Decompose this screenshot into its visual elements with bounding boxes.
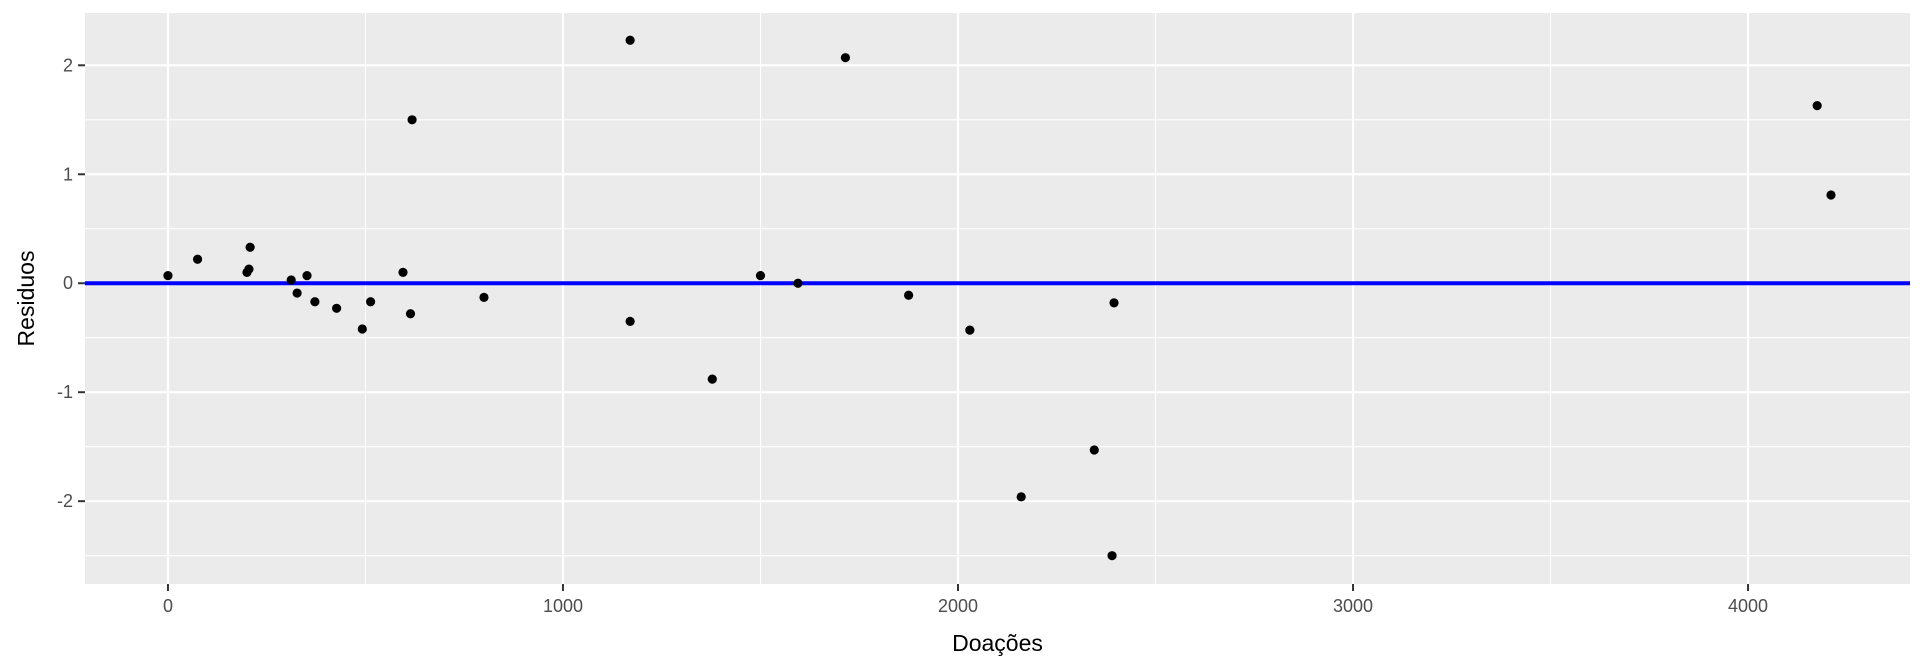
minor-gridlines (85, 13, 1910, 584)
data-point (398, 267, 408, 277)
y-tick-labels: -2 -1 0 1 2 (57, 55, 73, 511)
data-point (1109, 298, 1119, 308)
x-axis-title: Doações (952, 630, 1043, 656)
data-point (479, 292, 489, 303)
data-point (1107, 551, 1117, 561)
y-tick-label: -2 (57, 491, 73, 511)
x-tick-labels: 0 1000 2000 3000 4000 (163, 596, 1768, 616)
x-tick-label: 1000 (543, 596, 583, 616)
data-points (163, 35, 1836, 561)
x-tick-label: 4000 (1728, 596, 1768, 616)
x-tick-label: 2000 (938, 596, 978, 616)
y-tick-label: 1 (63, 164, 73, 184)
y-tick-label: 2 (63, 55, 73, 75)
data-point (163, 271, 173, 281)
data-point (1016, 492, 1026, 502)
x-tick-label: 3000 (1333, 596, 1373, 616)
data-point (1812, 101, 1822, 111)
data-point (793, 278, 803, 288)
axis-ticks (78, 64, 1750, 591)
data-point (332, 303, 342, 313)
data-point (1089, 445, 1099, 455)
data-point (840, 53, 851, 63)
data-point (904, 290, 914, 300)
data-point (310, 297, 320, 307)
data-point (625, 316, 635, 326)
plot-panel (85, 13, 1910, 584)
data-point (405, 309, 416, 319)
data-point (292, 288, 302, 298)
data-point (245, 242, 255, 252)
y-axis-title: Residuos (13, 251, 39, 347)
data-point (707, 374, 717, 384)
data-point (366, 297, 376, 307)
y-tick-label: -1 (57, 382, 73, 402)
data-point (965, 325, 975, 335)
y-tick-label: 0 (63, 273, 73, 293)
data-point (755, 271, 766, 281)
data-point (244, 264, 254, 274)
data-point (286, 275, 296, 285)
data-point (192, 254, 203, 264)
data-point (302, 271, 312, 281)
data-point (357, 324, 367, 334)
data-point (407, 115, 417, 125)
x-tick-label: 0 (163, 596, 173, 616)
data-point (1826, 190, 1836, 200)
data-point (625, 35, 635, 45)
